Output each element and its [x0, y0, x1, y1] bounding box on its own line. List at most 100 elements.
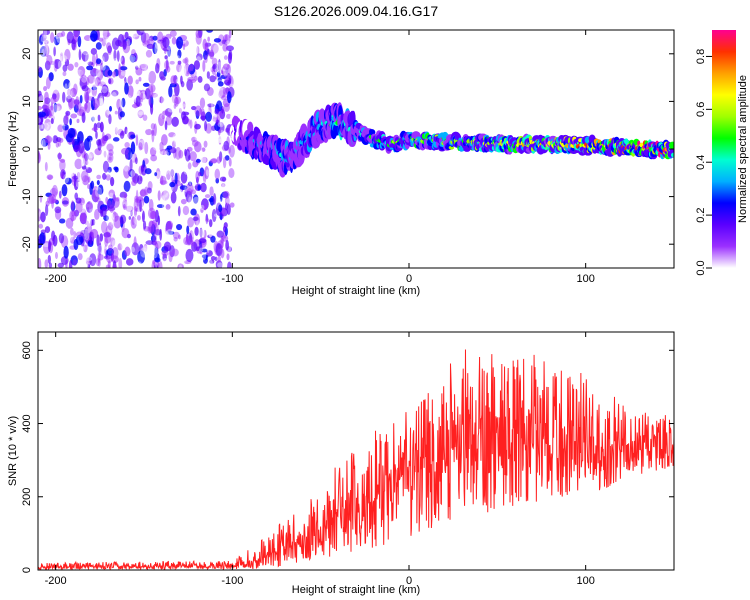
- heatmap-cell: [276, 178, 280, 183]
- heatmap-cell: [183, 63, 191, 77]
- heatmap-cell: [108, 189, 116, 198]
- heatmap-cell: [573, 126, 577, 135]
- heatmap-cell: [216, 230, 224, 238]
- heatmap-cell: [190, 44, 199, 56]
- heatmap-cell: [75, 234, 84, 246]
- heatmap-cell: [75, 69, 84, 77]
- heatmap-cell: [210, 256, 216, 261]
- heatmap-cell: [216, 71, 221, 78]
- heatmap-cell: [165, 199, 169, 205]
- heatmap-cell: [54, 165, 61, 172]
- heatmap-cell: [77, 65, 86, 77]
- heatmap-cell: [218, 90, 226, 99]
- heatmap-cell: [160, 162, 169, 174]
- heatmap-cell: [64, 226, 69, 236]
- heatmap-cell: [440, 115, 446, 120]
- heatmap-cell: [423, 153, 428, 159]
- heatmap-cell: [151, 246, 158, 259]
- heatmap-cell: [77, 35, 82, 48]
- heatmap-cell: [120, 71, 127, 76]
- heatmap-cell: [137, 261, 142, 268]
- heatmap-cell: [183, 162, 188, 167]
- heatmap-cell: [154, 264, 159, 268]
- heatmap-cell: [100, 193, 106, 200]
- heatmap-cell: [484, 163, 489, 168]
- heatmap-cell: [43, 44, 50, 57]
- heatmap-cell: [61, 30, 66, 37]
- heatmap-cell: [119, 207, 125, 213]
- heatmap-cell: [200, 149, 204, 163]
- heatmap-cell: [521, 122, 524, 131]
- heatmap-cell: [635, 132, 641, 140]
- heatmap-cell: [66, 89, 73, 100]
- heatmap-cell: [186, 225, 190, 235]
- heatmap-cell: [159, 148, 168, 156]
- heatmap-cell: [179, 65, 183, 77]
- snr-x-ticks: -200 -100 0 100: [45, 332, 595, 587]
- heatmap-cell: [151, 240, 157, 246]
- heatmap-cell: [357, 115, 362, 119]
- heatmap-cell: [109, 204, 114, 213]
- heatmap-cell: [77, 170, 85, 183]
- heatmap-cell: [326, 155, 333, 164]
- heatmap-cell: [192, 196, 201, 208]
- heatmap-cell: [176, 36, 184, 50]
- snr-y-tick-label: 400: [21, 414, 33, 432]
- heatmap-cell: [166, 170, 171, 181]
- heatmap-cell: [44, 161, 48, 172]
- heatmap-cell: [96, 174, 102, 180]
- heatmap-cell: [206, 30, 214, 33]
- heatmap-cell: [427, 122, 434, 127]
- heatmap-cell: [219, 134, 225, 143]
- heatmap-cell: [123, 163, 129, 172]
- heatmap-cell: [111, 37, 120, 50]
- heatmap-cell: [143, 147, 148, 160]
- heatmap-cell: [120, 237, 126, 250]
- heatmap-cell: [78, 140, 85, 154]
- snr-x-tick-label: -100: [221, 575, 243, 587]
- snr-y-tick-label: 0: [21, 567, 33, 573]
- heatmap-cell: [192, 216, 199, 222]
- heatmap-cell: [213, 189, 222, 197]
- heatmap-cell: [82, 256, 88, 262]
- heatmap-cell: [91, 86, 98, 91]
- heatmap-cell: [270, 123, 275, 130]
- heatmap-cell: [98, 243, 102, 256]
- heatmap-cell: [111, 113, 118, 120]
- heatmap-cell: [39, 232, 46, 245]
- heatmap-cell: [183, 64, 187, 77]
- heatmap-cell: [85, 167, 93, 174]
- heatmap-cell: [223, 79, 232, 86]
- heatmap-cell: [228, 217, 235, 224]
- heatmap-cell: [567, 120, 571, 129]
- heatmap-cell: [53, 59, 62, 69]
- heatmap-cell: [70, 113, 78, 119]
- heatmap-cell: [523, 108, 528, 116]
- heatmap-cell: [107, 69, 113, 77]
- heatmap-cell: [85, 53, 91, 65]
- heatmap-cell: [44, 40, 48, 48]
- snr-frame: [37, 331, 675, 571]
- heatmap-cell: [136, 215, 141, 221]
- heatmap-cell: [532, 129, 536, 134]
- heatmap-cell: [165, 65, 171, 73]
- heatmap-cell: [195, 170, 200, 182]
- heatmap-cell: [126, 36, 133, 43]
- heatmap-cell: [507, 121, 512, 130]
- heatmap-cell: [205, 213, 209, 225]
- heatmap-cell: [634, 166, 640, 171]
- heatmap-cell: [160, 175, 164, 185]
- heatmap-cell: [45, 204, 49, 217]
- heatmap-cell: [176, 63, 182, 73]
- heatmap-cell: [62, 91, 66, 103]
- heatmap-cell: [228, 167, 235, 179]
- heatmap-cell: [195, 158, 201, 163]
- heatmap-cell: [143, 32, 150, 47]
- heatmap-cell: [116, 50, 120, 62]
- heatmap-cell: [114, 110, 118, 115]
- heatmap-cell: [150, 85, 154, 98]
- heatmap-cell: [223, 222, 228, 229]
- heatmap-cell: [328, 80, 333, 87]
- heatmap-cell: [303, 171, 310, 179]
- heatmap-cell: [639, 138, 643, 142]
